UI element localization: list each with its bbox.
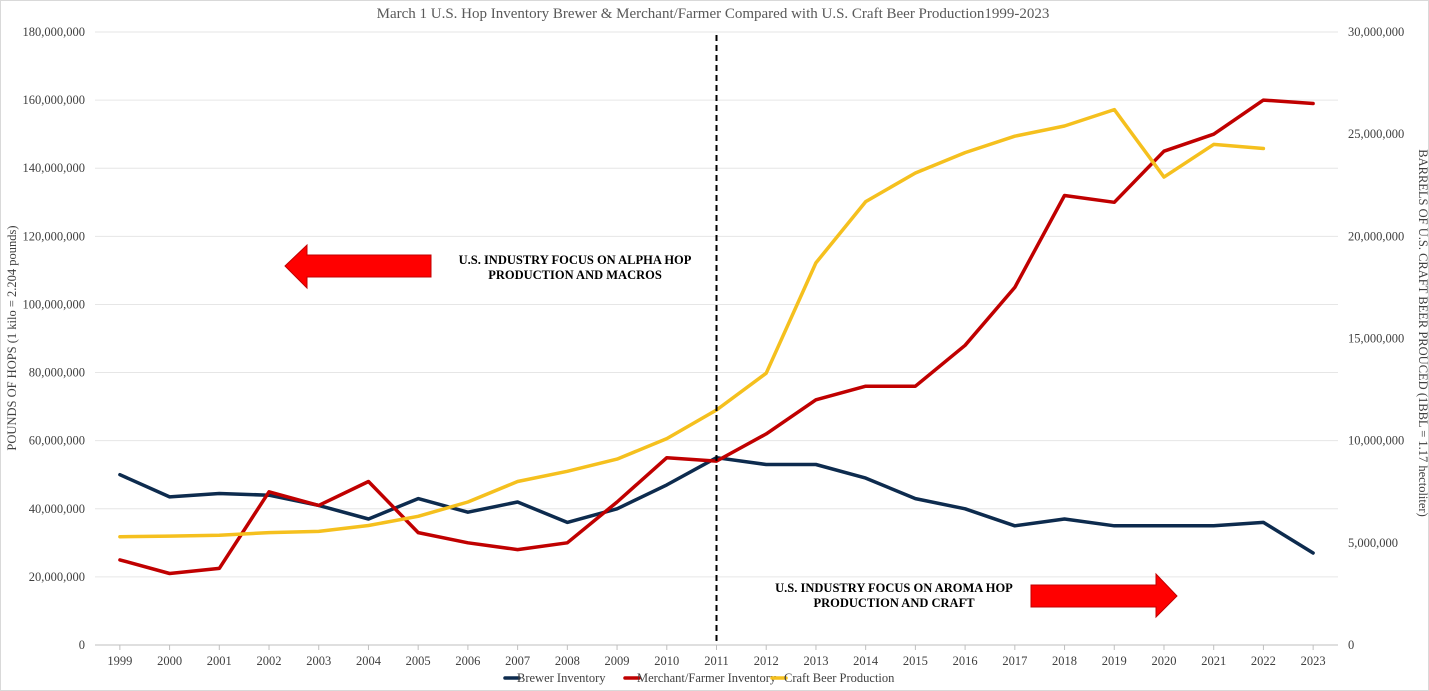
legend-label: Merchant/Farmer Inventory <box>637 671 777 685</box>
left-tick-label: 160,000,000 <box>23 93 86 107</box>
x-tick-label: 2001 <box>207 654 232 668</box>
annotation-aroma-hop: U.S. INDUSTRY FOCUS ON AROMA HOP PRODUCT… <box>775 572 1178 619</box>
left-axis-ticks: 0 20,000,000 40,000,000 60,000,000 80,000,00… <box>23 25 86 652</box>
x-tick-label: 2016 <box>953 654 978 668</box>
arrow-right-icon <box>1030 572 1178 619</box>
legend-label: Craft Beer Production <box>784 671 895 685</box>
legend-label: Brewer Inventory <box>517 671 606 685</box>
legend: Brewer Inventory Merchant/Farmer Inventor… <box>503 671 895 685</box>
x-tick-label: 1999 <box>107 654 132 668</box>
right-tick-label: 20,000,000 <box>1348 229 1404 243</box>
x-tick-label: 2020 <box>1151 654 1176 668</box>
x-tick-label: 2007 <box>505 654 530 668</box>
x-tick-label: 2005 <box>406 654 431 668</box>
series-line-merchant-farmer-inventory <box>118 98 1315 576</box>
left-tick-label: 140,000,000 <box>23 161 86 175</box>
right-tick-label: 15,000,000 <box>1348 332 1404 346</box>
left-tick-label: 20,000,000 <box>29 570 85 584</box>
right-tick-label: 5,000,000 <box>1348 536 1398 550</box>
x-tick-label: 2013 <box>803 654 828 668</box>
right-tick-label: 30,000,000 <box>1348 25 1404 39</box>
left-tick-label: 40,000,000 <box>29 502 85 516</box>
x-tick-label: 2021 <box>1201 654 1226 668</box>
left-tick-label: 100,000,000 <box>23 297 86 311</box>
x-tick-label: 2018 <box>1052 654 1077 668</box>
x-tick-label: 2006 <box>455 654 480 668</box>
right-tick-label: 0 <box>1348 638 1354 652</box>
annotation-aroma-line1: U.S. INDUSTRY FOCUS ON AROMA HOP <box>775 581 1013 595</box>
right-tick-label: 25,000,000 <box>1348 127 1404 141</box>
right-axis-ticks: 0 5,000,000 10,000,000 15,000,000 20,000,000… <box>1348 25 1404 652</box>
series-line-craft-beer-production <box>118 107 1266 539</box>
x-axis-ticks: 1999 2000 2001 2002 2003 2004 2005 2006 2007 2008… <box>107 645 1326 668</box>
left-tick-label: 80,000,000 <box>29 366 85 380</box>
left-tick-label: 120,000,000 <box>23 229 86 243</box>
x-tick-label: 2003 <box>306 654 331 668</box>
left-tick-label: 0 <box>79 638 85 652</box>
x-tick-label: 2015 <box>903 654 928 668</box>
x-tick-label: 2017 <box>1002 654 1027 668</box>
left-tick-label: 60,000,000 <box>29 434 85 448</box>
annotation-alpha-line2: PRODUCTION AND MACROS <box>488 268 662 282</box>
x-tick-label: 2000 <box>157 654 182 668</box>
annotation-alpha-line1: U.S. INDUSTRY FOCUS ON ALPHA HOP <box>459 253 692 267</box>
x-tick-label: 2023 <box>1301 654 1326 668</box>
right-axis-title: BARRELS OF U.S. CRAFT BEER PROUCED (1BBL… <box>1416 149 1429 517</box>
x-tick-label: 2009 <box>605 654 630 668</box>
x-tick-label: 2011 <box>704 654 729 668</box>
arrow-left-icon <box>284 243 432 290</box>
x-tick-label: 2022 <box>1251 654 1276 668</box>
x-tick-label: 2019 <box>1102 654 1127 668</box>
left-axis-title: POUNDS OF HOPS (1 kilo = 2.204 pounds) <box>5 225 19 450</box>
x-tick-label: 2014 <box>853 654 879 668</box>
x-tick-label: 2010 <box>654 654 679 668</box>
left-tick-label: 180,000,000 <box>23 25 86 39</box>
chart-title: March 1 U.S. Hop Inventory Brewer & Merc… <box>377 6 1050 22</box>
annotation-alpha-hop: U.S. INDUSTRY FOCUS ON ALPHA HOP PRODUCT… <box>284 243 692 290</box>
x-tick-label: 2002 <box>257 654 282 668</box>
x-tick-label: 2008 <box>555 654 580 668</box>
x-tick-label: 2012 <box>754 654 779 668</box>
x-tick-label: 2004 <box>356 654 382 668</box>
annotation-aroma-line2: PRODUCTION AND CRAFT <box>813 596 975 610</box>
right-tick-label: 10,000,000 <box>1348 434 1404 448</box>
